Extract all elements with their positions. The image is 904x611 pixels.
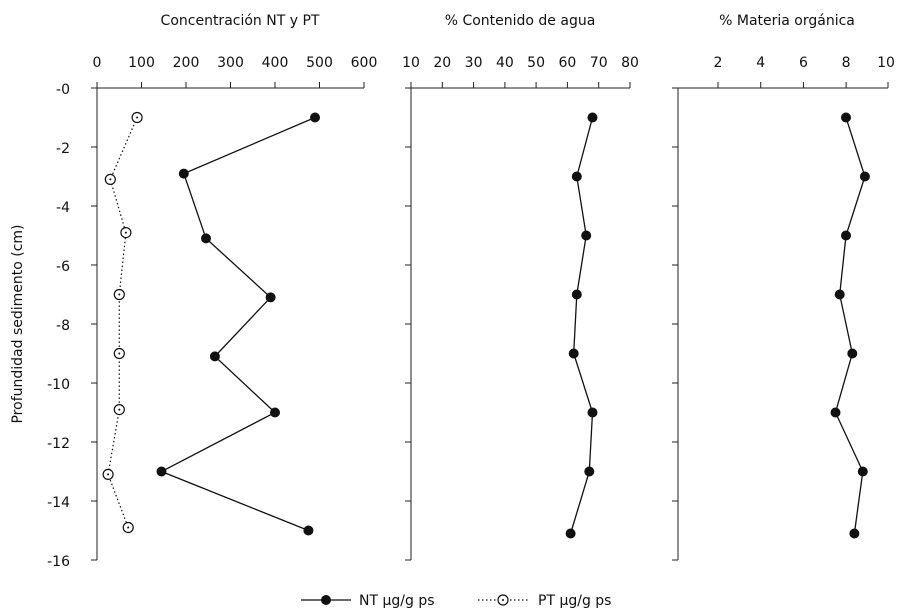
data-point: [209, 351, 220, 362]
data-point: [201, 233, 211, 244]
legend-item-nt: NT μg/g ps: [301, 593, 435, 609]
panel-title: Concentración NT y PT: [161, 13, 320, 29]
data-point: [310, 112, 320, 123]
data-point-center-dot: [118, 408, 121, 411]
data-point-center-dot: [136, 116, 139, 119]
y-tick-label: -16: [47, 554, 70, 570]
plot-area: [565, 112, 598, 539]
data-point-center-dot: [109, 178, 112, 181]
y-axis-label: Profundidad sedimento (cm): [10, 224, 26, 423]
data-point: [841, 112, 851, 123]
data-point: [830, 407, 841, 418]
data-point-center-dot: [107, 473, 110, 476]
data-point: [568, 348, 579, 359]
data-point: [849, 528, 860, 539]
y-tick-label: -8: [56, 318, 70, 334]
x-tick-label: 500: [306, 55, 333, 71]
data-point: [847, 348, 858, 359]
series-line: [159, 116, 316, 532]
data-point: [587, 112, 598, 123]
panel-water-content: % Contenido de agua 10 20 30 40 50 60 70…: [402, 13, 639, 561]
x-tick-label: 50: [527, 55, 545, 71]
y-tick-label: -4: [56, 200, 70, 216]
data-point: [841, 230, 851, 241]
data-point: [859, 171, 870, 182]
data-point: [584, 466, 595, 477]
data-point: [857, 466, 868, 477]
panel-organic-matter: % Materia orgánica 2 4 6 8 10: [672, 13, 895, 561]
panel-title: % Contenido de agua: [445, 13, 596, 29]
data-point: [571, 289, 582, 300]
x-tick-label: 0: [93, 55, 102, 71]
y-tick-label: -14: [47, 495, 70, 511]
legend-marker-filled: [321, 595, 331, 605]
x-tick-label: 70: [590, 55, 608, 71]
data-point: [265, 292, 276, 303]
legend-marker-dot: [502, 599, 504, 601]
plot-area: [830, 112, 870, 539]
legend: NT μg/g ps PT μg/g ps: [301, 593, 611, 609]
x-tick-label: 60: [558, 55, 576, 71]
data-point-center-dot: [118, 352, 121, 355]
legend-label: NT μg/g ps: [359, 593, 435, 609]
series-line: [834, 117, 866, 534]
x-tick-label: 4: [756, 55, 765, 71]
axes: [91, 82, 365, 561]
x-tick-labels: 10 20 30 40 50 60 70 80: [402, 55, 639, 71]
x-tick-label: 10: [402, 55, 420, 71]
y-tick-label: -10: [47, 377, 70, 393]
y-tick-label: -0: [56, 82, 70, 98]
plot-area: [102, 111, 320, 536]
x-tick-label: 2: [714, 55, 723, 71]
data-point: [587, 407, 598, 418]
x-tick-label: 200: [173, 55, 200, 71]
x-tick-label: 300: [217, 55, 244, 71]
legend-item-pt: PT μg/g ps: [478, 593, 611, 609]
x-tick-label: 600: [351, 55, 378, 71]
series-line: [107, 117, 138, 528]
data-point: [303, 525, 314, 536]
x-tick-labels: 2 4 6 8 10: [714, 55, 895, 71]
data-point: [571, 171, 582, 182]
data-point-center-dot: [118, 293, 121, 296]
panel-title: % Materia orgánica: [719, 13, 855, 29]
y-tick-labels: -0 -2 -4 -6 -8 -10 -12 -14 -16: [47, 82, 70, 570]
x-tick-label: 30: [465, 55, 483, 71]
x-tick-labels: 0 100 200 300 400 500 600: [93, 55, 378, 71]
x-tick-label: 20: [433, 55, 451, 71]
series-line: [569, 117, 594, 534]
data-point: [178, 168, 189, 179]
x-tick-label: 100: [128, 55, 155, 71]
data-point-center-dot: [124, 231, 127, 234]
data-point: [156, 466, 167, 477]
legend-label: PT μg/g ps: [538, 593, 611, 609]
axes: [405, 82, 631, 561]
x-tick-label: 40: [496, 55, 514, 71]
x-tick-label: 8: [842, 55, 851, 71]
axes: [672, 82, 889, 561]
x-tick-label: 10: [877, 55, 895, 71]
y-tick-label: -6: [56, 259, 70, 275]
data-point: [834, 289, 845, 300]
data-point: [270, 407, 280, 418]
y-tick-label: -2: [56, 141, 70, 157]
data-point-center-dot: [127, 526, 130, 529]
x-tick-label: 6: [799, 55, 808, 71]
x-tick-label: 400: [262, 55, 289, 71]
x-tick-label: 80: [621, 55, 639, 71]
data-point: [581, 230, 592, 241]
panel-nt-pt: Concentración NT y PT 0 100 200 300 400 …: [91, 13, 378, 561]
data-point: [565, 528, 576, 539]
y-tick-label: -12: [47, 436, 70, 452]
